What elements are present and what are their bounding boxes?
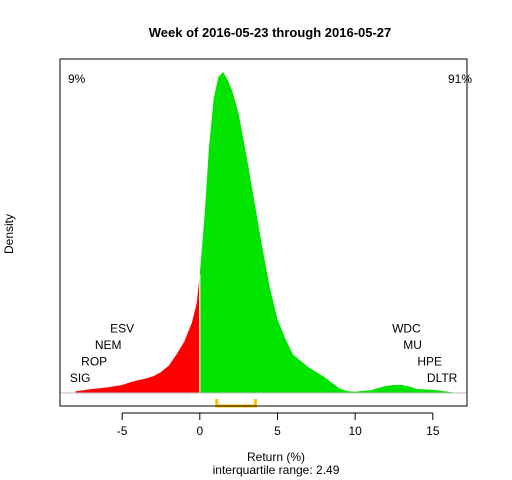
positive-density-area [199, 72, 457, 393]
x-tick-label: 0 [196, 424, 203, 438]
positive-share-label: 91% [448, 72, 472, 86]
negative-density-area [75, 274, 200, 393]
ticker-label-right: DLTR [427, 371, 458, 385]
ticker-label-right: WDC [392, 322, 421, 336]
x-tick-label: 10 [348, 424, 362, 438]
ticker-label-left: ROP [81, 355, 107, 369]
ticker-label-right: HPE [417, 355, 442, 369]
negative-share-label: 9% [68, 72, 86, 86]
ticker-label-left: SIG [70, 371, 91, 385]
plot-frame [59, 58, 468, 407]
ticker-label-left: NEM [95, 338, 122, 352]
ticker-label-right: MU [403, 338, 422, 352]
plot-area: -5 0 5 10 15 9% 91% ESV NEM ROP SIG WDC MU HPE DLTR [59, 58, 472, 438]
x-tick-label: 5 [274, 424, 281, 438]
ticker-label-left: ESV [110, 322, 134, 336]
x-axis-label: Return (%) [247, 450, 305, 464]
iqr-caption: interquartile range: 2.49 [213, 463, 340, 477]
chart-title: Week of 2016-05-23 through 2016-05-27 [149, 25, 392, 40]
x-tick-label: -5 [117, 424, 128, 438]
iqr-bracket [215, 399, 257, 408]
y-axis-label: Density [2, 214, 16, 254]
x-tick-label: 15 [426, 424, 440, 438]
